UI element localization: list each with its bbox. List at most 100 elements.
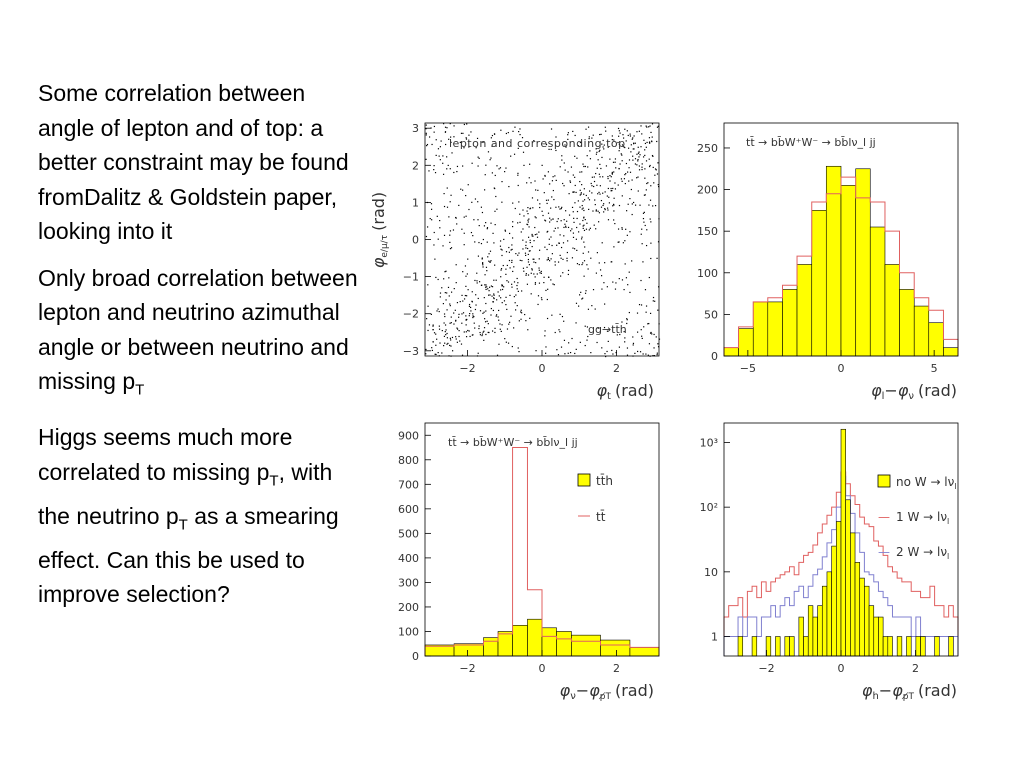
scatter-point bbox=[645, 353, 647, 355]
scatter-point bbox=[529, 250, 531, 252]
scatter-point bbox=[571, 228, 573, 230]
scatter-point bbox=[531, 197, 534, 199]
scatter-point bbox=[479, 331, 481, 334]
scatter-point bbox=[582, 200, 584, 202]
scatter-point bbox=[449, 305, 451, 307]
scatter-point bbox=[624, 174, 626, 176]
scatter-point bbox=[520, 318, 522, 320]
scatter-point bbox=[583, 275, 585, 277]
scatter-point bbox=[612, 203, 615, 205]
scatter-point bbox=[628, 147, 630, 149]
scatter-point bbox=[587, 268, 589, 270]
scatter-point bbox=[530, 182, 532, 184]
scatter-point bbox=[488, 253, 490, 255]
scatter-point bbox=[465, 331, 467, 333]
scatter-point bbox=[520, 231, 522, 233]
scatter-point bbox=[575, 238, 577, 240]
scatter-point bbox=[651, 154, 654, 157]
scatter-point bbox=[430, 203, 433, 205]
scatter-point bbox=[534, 180, 536, 182]
scatter-point bbox=[504, 230, 507, 232]
scatter-point bbox=[628, 311, 630, 314]
scatter-point bbox=[619, 333, 621, 336]
lepton-neutrino-bar bbox=[782, 289, 798, 357]
scatter-point bbox=[500, 297, 502, 299]
scatter-point bbox=[550, 148, 552, 151]
scatter-point bbox=[649, 125, 651, 127]
scatter-point bbox=[574, 155, 576, 157]
scatter-point bbox=[568, 342, 570, 344]
scatter-point bbox=[583, 241, 585, 243]
scatter-point bbox=[636, 131, 638, 133]
scatter-point bbox=[505, 132, 508, 135]
scatter-point bbox=[636, 177, 638, 179]
scatter-point bbox=[463, 123, 465, 126]
scatter-point bbox=[490, 285, 492, 287]
scatter-point bbox=[554, 264, 556, 266]
scatter-point bbox=[482, 331, 484, 333]
scatter-point bbox=[650, 221, 652, 223]
scatter-point bbox=[572, 191, 574, 193]
scatter-point bbox=[433, 332, 436, 334]
scatter-point bbox=[527, 219, 529, 221]
scatter-point bbox=[546, 298, 548, 301]
scatter-point bbox=[474, 327, 476, 329]
scatter-point bbox=[477, 297, 479, 300]
scatter-point bbox=[531, 233, 533, 236]
scatter-point bbox=[446, 337, 449, 339]
scatter-point bbox=[595, 209, 597, 211]
scatter-point bbox=[437, 278, 439, 281]
scatter-point bbox=[529, 241, 531, 244]
scatter-point bbox=[430, 127, 432, 129]
scatter-point bbox=[573, 217, 575, 219]
scatter-point bbox=[511, 283, 513, 285]
scatter-point bbox=[599, 133, 601, 136]
scatter-point bbox=[611, 171, 613, 174]
scatter-point bbox=[641, 163, 643, 165]
scatter-point bbox=[560, 275, 562, 277]
scatter-point bbox=[604, 353, 606, 355]
scatter-point bbox=[578, 263, 580, 266]
scatter-point bbox=[437, 351, 439, 354]
higgs-met-bar bbox=[934, 636, 940, 657]
scatter-point bbox=[456, 341, 458, 343]
scatter-point bbox=[521, 312, 523, 314]
scatter-point bbox=[638, 130, 640, 132]
scatter-point bbox=[477, 352, 479, 354]
scatter-point bbox=[563, 320, 565, 322]
scatter-point bbox=[446, 206, 449, 208]
scatter-point bbox=[487, 331, 489, 334]
scatter-point bbox=[567, 132, 569, 134]
scatter-point bbox=[463, 298, 466, 300]
scatter-point bbox=[543, 276, 545, 278]
scatter-point bbox=[551, 314, 553, 316]
scatter-point bbox=[437, 148, 440, 150]
scatter-point bbox=[473, 316, 475, 318]
scatter-point bbox=[609, 158, 611, 160]
scatter-point bbox=[425, 124, 427, 126]
scatter-point bbox=[511, 286, 513, 288]
scatter-point bbox=[533, 139, 535, 142]
scatter-point bbox=[531, 245, 533, 248]
scatter-point bbox=[572, 211, 574, 213]
scatter-point bbox=[585, 228, 588, 230]
scatter-point bbox=[553, 284, 555, 286]
scatter-ytick-label: 2 bbox=[412, 159, 419, 172]
scatter-point bbox=[581, 184, 583, 186]
scatter-point bbox=[497, 316, 499, 318]
scatter-point bbox=[623, 331, 625, 333]
scatter-point bbox=[514, 207, 516, 210]
scatter-point bbox=[487, 256, 489, 258]
scatter-point bbox=[519, 213, 521, 215]
scatter-point bbox=[484, 286, 487, 288]
scatter-point bbox=[500, 269, 502, 271]
scatter-point bbox=[648, 343, 651, 345]
scatter-point bbox=[559, 331, 561, 333]
scatter-point bbox=[500, 268, 503, 270]
scatter-point bbox=[589, 158, 592, 160]
scatter-point bbox=[582, 219, 584, 222]
scatter-point bbox=[426, 226, 429, 228]
scatter-point bbox=[482, 141, 484, 144]
scatter-point bbox=[501, 302, 503, 304]
scatter-point bbox=[493, 133, 496, 135]
